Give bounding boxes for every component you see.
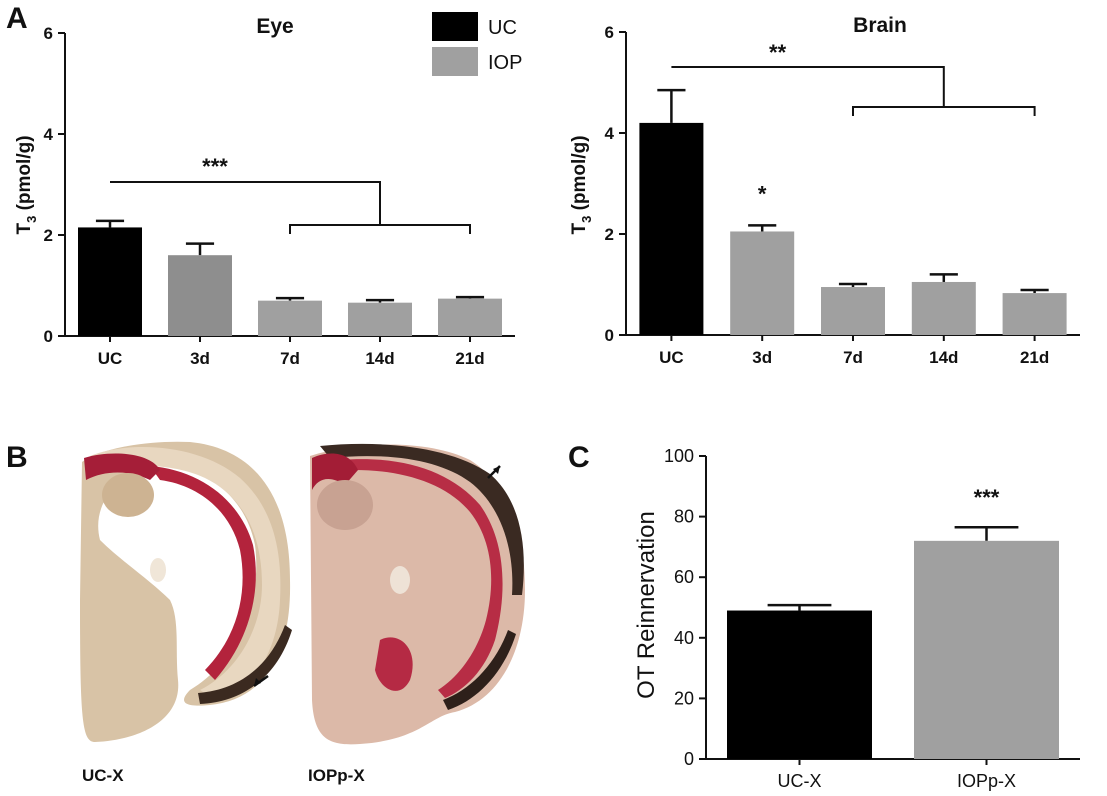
y-axis-label: T3 (pmol/g)	[569, 135, 594, 234]
x-tick-label: 3d	[752, 348, 772, 367]
image-caption-uc: UC-X	[82, 766, 124, 785]
significance-label: ***	[202, 154, 228, 179]
bar-3d	[730, 231, 795, 335]
panel-letter-a: A	[6, 2, 28, 35]
x-tick-label: IOPp-X	[957, 771, 1016, 791]
panel-letter-b: B	[6, 441, 28, 474]
bar-UC-X	[727, 610, 872, 759]
bar-significance-label: *	[758, 181, 767, 206]
bar-21d	[438, 298, 502, 336]
y-axis-label: T3 (pmol/g)	[14, 135, 39, 234]
significance-bracket-group	[289, 224, 471, 234]
legend: UC IOP	[432, 12, 522, 76]
y-tick-label: 6	[44, 24, 53, 43]
bar-7d	[258, 300, 322, 336]
y-tick-label: 0	[684, 749, 694, 769]
bar-21d	[1002, 293, 1067, 335]
brain-section-uc-image	[78, 440, 292, 742]
y-tick-label: 4	[44, 125, 54, 144]
significance-bracket	[671, 66, 945, 107]
y-tick-label: 40	[674, 628, 694, 648]
bar-7d	[821, 287, 885, 335]
x-tick-label: 7d	[843, 348, 863, 367]
y-tick-label: 6	[605, 23, 614, 42]
y-tick-label: 2	[44, 226, 53, 245]
y-tick-label: 0	[44, 327, 53, 346]
x-tick-label: 14d	[929, 348, 958, 367]
panel-letter-c: C	[568, 441, 590, 474]
legend-swatch-iop	[432, 47, 478, 76]
significance-bracket-group	[852, 106, 1036, 116]
y-tick-label: 100	[664, 446, 694, 466]
x-tick-label: 14d	[365, 349, 394, 368]
x-tick-label: UC	[659, 348, 684, 367]
legend-swatch-uc	[432, 12, 478, 41]
chart-title: Eye	[256, 15, 293, 38]
chart-ot-reinnervation: 0 20 40 60 80 100 UC-X IOPp-X OT Reinnervation **…	[633, 446, 1080, 791]
legend-label-iop: IOP	[488, 52, 522, 74]
brain-section-iop-image	[306, 440, 528, 746]
image-caption-iop: IOPp-X	[308, 766, 365, 785]
bar-IOPp-X	[914, 540, 1059, 759]
chart-title: Brain	[853, 14, 907, 37]
x-tick-label: 3d	[190, 349, 210, 368]
y-tick-label: 4	[605, 124, 615, 143]
significance-label: **	[769, 40, 787, 65]
x-tick-label: UC-X	[778, 771, 822, 791]
x-tick-label: UC	[98, 349, 123, 368]
bar-14d	[911, 281, 976, 335]
y-tick-label: 20	[674, 688, 694, 708]
significance-label: ***	[974, 485, 1000, 510]
legend-label-uc: UC	[488, 17, 517, 39]
bar-UC	[78, 227, 142, 336]
y-tick-label: 0	[605, 326, 614, 345]
bar-UC	[639, 122, 704, 336]
bar-14d	[348, 302, 412, 336]
y-axis-label: OT Reinnervation	[633, 511, 660, 699]
x-tick-label: 21d	[455, 349, 484, 368]
y-tick-label: 2	[605, 225, 614, 244]
y-tick-label: 80	[674, 507, 694, 527]
x-tick-label: 7d	[280, 349, 300, 368]
bar-3d	[168, 255, 232, 336]
x-tick-label: 21d	[1020, 348, 1049, 367]
chart-eye: 0 2 4 6 UC 3d 7d 14d 21d Eye T3 (pmol/g) ***	[14, 15, 515, 368]
y-tick-label: 60	[674, 567, 694, 587]
significance-bracket	[110, 181, 381, 225]
